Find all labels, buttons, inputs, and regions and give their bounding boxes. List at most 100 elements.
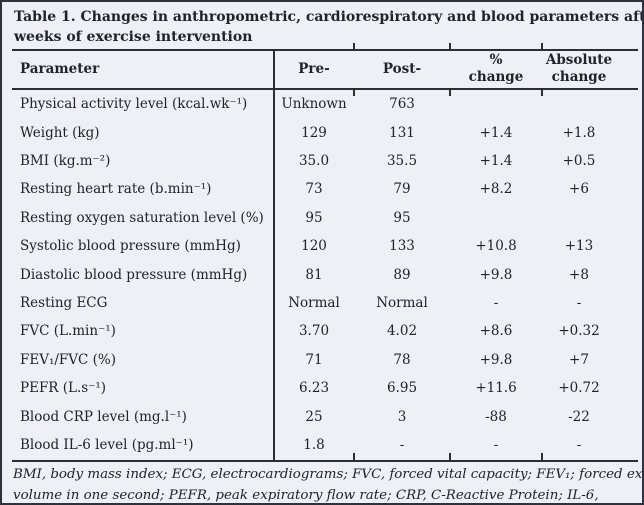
column-tick xyxy=(449,43,451,50)
cell-parameter: Diastolic blood pressure (mmHg) xyxy=(20,266,248,283)
cell-parameter: Weight (kg) xyxy=(20,124,100,141)
cell-parameter: Blood CRP level (mg.l⁻¹) xyxy=(20,408,187,425)
table-row: BMI (kg.m⁻²) 35.0 35.5 +1.4 +0.5 xyxy=(12,147,638,175)
table-row: Weight (kg) 129 131 +1.4 +1.8 xyxy=(12,118,638,146)
column-header-post: Post- xyxy=(382,60,422,77)
footnote-line-1: BMI, body mass index; ECG, electrocardio… xyxy=(13,467,644,482)
cell-absolute-change: -22 xyxy=(568,408,590,425)
column-tick xyxy=(541,43,543,50)
table-bottom-rule xyxy=(12,459,638,462)
cell-parameter: FEV₁/FVC (%) xyxy=(20,351,117,368)
header-bottom-rule xyxy=(12,88,638,90)
table-row: Resting oxygen saturation level (%) 95 9… xyxy=(12,204,638,232)
table-header-row: Parameter Pre- Post- % change Absolute c… xyxy=(12,50,638,88)
cell-pre: 73 xyxy=(305,181,323,198)
cell-pre: Unknown xyxy=(281,96,347,113)
cell-post: Normal xyxy=(376,295,428,312)
cell-post: 89 xyxy=(393,266,411,283)
table-top-rule xyxy=(12,49,638,51)
table-row: FEV₁/FVC (%) 71 78 +9.8 +7 xyxy=(12,346,638,374)
column-tick xyxy=(449,89,451,96)
table-row: Diastolic blood pressure (mmHg) 81 89 +9… xyxy=(12,260,638,288)
cell-parameter: Blood IL-6 level (pg.ml⁻¹) xyxy=(20,437,194,454)
column-tick xyxy=(449,453,451,460)
table-row: Blood IL-6 level (pg.ml⁻¹) 1.8 - - - xyxy=(12,431,638,459)
column-header-absolute-change: Absolute change xyxy=(545,52,613,85)
table-row: Systolic blood pressure (mmHg) 120 133 +… xyxy=(12,232,638,260)
table-row: Resting heart rate (b.min⁻¹) 73 79 +8.2 … xyxy=(12,175,638,203)
cell-pct-change: +1.4 xyxy=(479,153,513,170)
cell-pre: 81 xyxy=(305,266,323,283)
cell-pct-change: +10.8 xyxy=(475,238,517,255)
table-footnote: BMI, body mass index; ECG, electrocardio… xyxy=(13,464,644,503)
column-header-pre: Pre- xyxy=(298,60,330,77)
cell-post: 79 xyxy=(393,181,411,198)
cell-absolute-change: +7 xyxy=(569,351,589,368)
column-tick xyxy=(541,89,543,96)
cell-absolute-change: +0.32 xyxy=(558,323,600,340)
cell-pct-change: +8.6 xyxy=(479,323,513,340)
cell-pct-change: - xyxy=(493,295,499,312)
table-title-line-1: Table 1. Changes in anthropometric, card… xyxy=(14,9,644,25)
cell-post: - xyxy=(399,437,405,454)
cell-absolute-change: - xyxy=(576,295,582,312)
table-row: Resting ECG Normal Normal - - xyxy=(12,289,638,317)
cell-pct-change: +9.8 xyxy=(479,266,513,283)
cell-post: 35.5 xyxy=(386,153,418,170)
cell-post: 3 xyxy=(397,408,407,425)
table-title-line-2: weeks of exercise intervention xyxy=(14,29,253,45)
footnote-line-2: volume in one second; PEFR, peak expirat… xyxy=(13,488,599,503)
parameter-column-divider xyxy=(273,49,275,461)
cell-parameter: Resting heart rate (b.min⁻¹) xyxy=(20,181,212,198)
column-header-parameter: Parameter xyxy=(20,60,100,77)
table-row: PEFR (L.s⁻¹) 6.23 6.95 +11.6 +0.72 xyxy=(12,374,638,402)
cell-pre: 71 xyxy=(305,351,323,368)
cell-absolute-change: - xyxy=(576,437,582,454)
table-row: Physical activity level (kcal.wk⁻¹) Unkn… xyxy=(12,90,638,118)
column-tick xyxy=(353,43,355,50)
table-title: Table 1. Changes in anthropometric, card… xyxy=(14,7,644,47)
cell-pre: 129 xyxy=(301,124,327,141)
cell-post: 763 xyxy=(389,96,415,113)
cell-pct-change: +11.6 xyxy=(475,380,517,397)
cell-parameter: Resting oxygen saturation level (%) xyxy=(20,209,264,226)
column-tick xyxy=(541,453,543,460)
cell-absolute-change: +13 xyxy=(564,238,594,255)
cell-parameter: FVC (L.min⁻¹) xyxy=(20,323,116,340)
column-tick xyxy=(353,453,355,460)
cell-absolute-change: +6 xyxy=(569,181,589,198)
cell-absolute-change: +1.8 xyxy=(562,124,596,141)
cell-absolute-change: +8 xyxy=(569,266,589,283)
cell-parameter: BMI (kg.m⁻²) xyxy=(20,153,111,170)
column-tick xyxy=(353,89,355,96)
cell-post: 133 xyxy=(389,238,415,255)
cell-pre: 95 xyxy=(305,209,323,226)
cell-post: 95 xyxy=(393,209,411,226)
cell-pct-change: +1.4 xyxy=(479,124,513,141)
cell-pre: 25 xyxy=(305,408,323,425)
cell-parameter: Systolic blood pressure (mmHg) xyxy=(20,238,241,255)
cell-pct-change: +8.2 xyxy=(479,181,513,198)
cell-pre: 1.8 xyxy=(303,437,325,454)
cell-pct-change: - xyxy=(493,437,499,454)
cell-pre: 3.70 xyxy=(298,323,330,340)
cell-parameter: Resting ECG xyxy=(20,295,108,312)
cell-pct-change: +9.8 xyxy=(479,351,513,368)
cell-pre: 35.0 xyxy=(298,153,330,170)
cell-post: 4.02 xyxy=(386,323,418,340)
cell-parameter: Physical activity level (kcal.wk⁻¹) xyxy=(20,96,248,113)
cell-pct-change: -88 xyxy=(485,408,507,425)
table-row: Blood CRP level (mg.l⁻¹) 25 3 -88 -22 xyxy=(12,402,638,430)
table-body: Physical activity level (kcal.wk⁻¹) Unkn… xyxy=(12,90,638,459)
cell-post: 131 xyxy=(389,124,415,141)
column-header-pct-change: % change xyxy=(468,52,524,85)
cell-pre: Normal xyxy=(288,295,340,312)
table-row: FVC (L.min⁻¹) 3.70 4.02 +8.6 +0.32 xyxy=(12,317,638,345)
cell-parameter: PEFR (L.s⁻¹) xyxy=(20,380,107,397)
cell-absolute-change: +0.72 xyxy=(558,380,600,397)
cell-absolute-change: +0.5 xyxy=(562,153,596,170)
cell-post: 78 xyxy=(393,351,411,368)
cell-pre: 6.23 xyxy=(298,380,330,397)
cell-post: 6.95 xyxy=(386,380,418,397)
